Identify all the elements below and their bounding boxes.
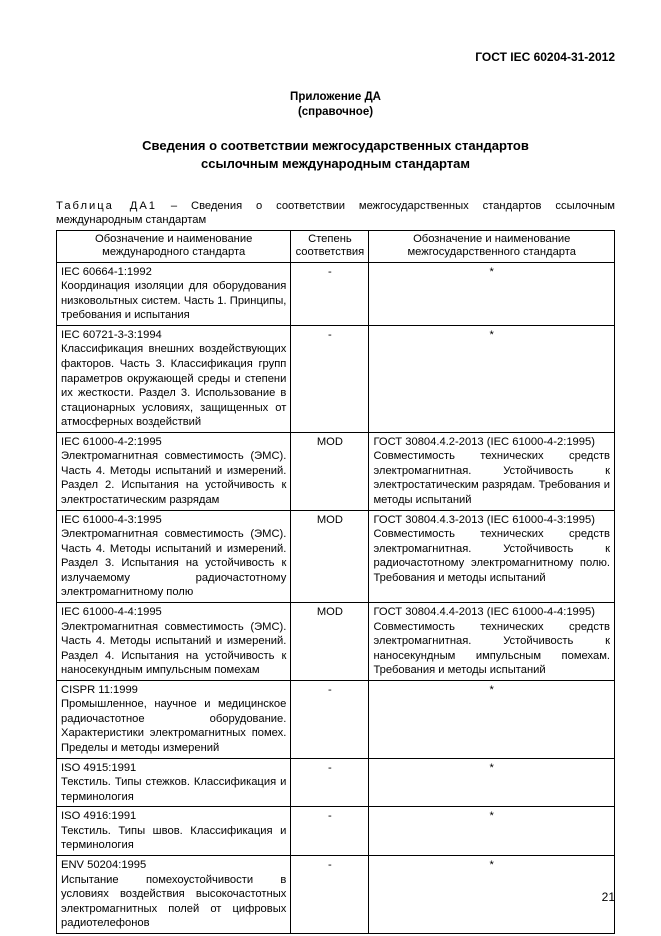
cell-degree: - xyxy=(291,758,369,807)
cell-gost: * xyxy=(369,262,615,325)
cell-gost: * xyxy=(369,325,615,432)
cell-intl: ENV 50204:1995Испытание помехоустойчивос… xyxy=(57,855,291,933)
cell-intl: ISO 4916:1991Текстиль. Типы швов. Класси… xyxy=(57,807,291,856)
cell-degree: MOD xyxy=(291,510,369,602)
cell-degree: MOD xyxy=(291,602,369,680)
cell-intl: IEC 61000-4-4:1995Электромагнитная совме… xyxy=(57,602,291,680)
table-row: CISPR 11:1999Промышленное, научное и мед… xyxy=(57,680,615,758)
cell-degree: MOD xyxy=(291,432,369,510)
cell-degree: - xyxy=(291,807,369,856)
cell-gost: * xyxy=(369,680,615,758)
title-line-2: ссылочным международным стандартам xyxy=(201,156,470,171)
cell-gost: ГОСТ 30804.4.3-2013 (IEC 61000-4-3:1995)… xyxy=(369,510,615,602)
cell-intl: ISO 4915:1991Текстиль. Типы стежков. Кла… xyxy=(57,758,291,807)
page-number: 21 xyxy=(602,890,615,906)
col-header-intl: Обозначение и наименование международног… xyxy=(57,230,291,262)
table-row: IEC 60721-3-3:1994Классификация внешних … xyxy=(57,325,615,432)
table-row: IEC 61000-4-2:1995Электромагнитная совме… xyxy=(57,432,615,510)
standards-table: Обозначение и наименование международног… xyxy=(56,230,615,934)
cell-intl: IEC 61000-4-3:1995Электромагнитная совме… xyxy=(57,510,291,602)
cell-degree: - xyxy=(291,680,369,758)
cell-degree: - xyxy=(291,262,369,325)
cell-gost: * xyxy=(369,807,615,856)
table-row: ISO 4916:1991Текстиль. Типы швов. Класси… xyxy=(57,807,615,856)
title-line-1: Сведения о соответствии межгосударственн… xyxy=(142,138,529,153)
cell-gost: ГОСТ 30804.4.4-2013 (IEC 61000-4-4:1995)… xyxy=(369,602,615,680)
cell-intl: IEC 60664-1:1992Координация изоляции для… xyxy=(57,262,291,325)
col-header-gost: Обозначение и наименование межгосударств… xyxy=(369,230,615,262)
document-id: ГОСТ IEC 60204-31-2012 xyxy=(56,50,615,66)
table-header-row: Обозначение и наименование международног… xyxy=(57,230,615,262)
cell-gost: ГОСТ 30804.4.2-2013 (IEC 61000-4-2:1995)… xyxy=(369,432,615,510)
cell-degree: - xyxy=(291,855,369,933)
appendix-note: (справочное) xyxy=(298,106,373,118)
table-caption-lead: Таблица ДА1 xyxy=(56,200,157,212)
table-body: IEC 60664-1:1992Координация изоляции для… xyxy=(57,262,615,933)
table-row: IEC 61000-4-4:1995Электромагнитная совме… xyxy=(57,602,615,680)
table-row: IEC 61000-4-3:1995Электромагнитная совме… xyxy=(57,510,615,602)
document-title: Сведения о соответствии межгосударственн… xyxy=(56,137,615,172)
cell-degree: - xyxy=(291,325,369,432)
col-header-degree: Степень соответ­ствия xyxy=(291,230,369,262)
cell-gost: * xyxy=(369,855,615,933)
cell-gost: * xyxy=(369,758,615,807)
document-page: ГОСТ IEC 60204-31-2012 Приложение ДА (сп… xyxy=(0,0,661,936)
table-row: ISO 4915:1991Текстиль. Типы стежков. Кла… xyxy=(57,758,615,807)
table-row: ENV 50204:1995Испытание помехоустойчивос… xyxy=(57,855,615,933)
cell-intl: IEC 60721-3-3:1994Классификация внешних … xyxy=(57,325,291,432)
appendix-heading: Приложение ДА (справочное) xyxy=(56,90,615,120)
table-row: IEC 60664-1:1992Координация изоляции для… xyxy=(57,262,615,325)
cell-intl: CISPR 11:1999Промышленное, научное и мед… xyxy=(57,680,291,758)
cell-intl: IEC 61000-4-2:1995Электромагнитная совме… xyxy=(57,432,291,510)
appendix-label: Приложение ДА xyxy=(290,91,381,103)
table-caption: Таблица ДА1 – Сведения о соответствии ме… xyxy=(56,199,615,228)
